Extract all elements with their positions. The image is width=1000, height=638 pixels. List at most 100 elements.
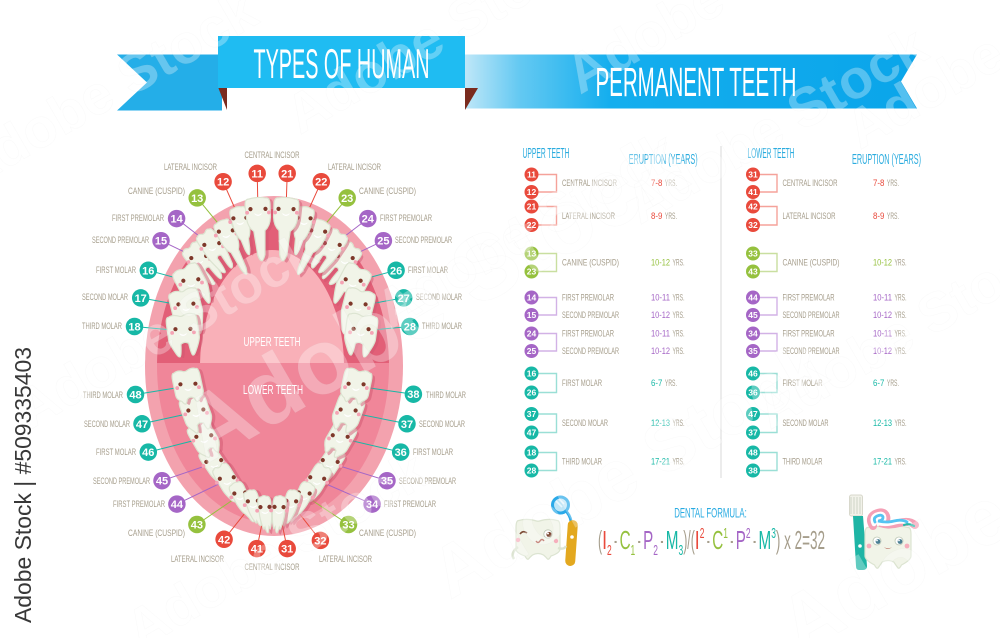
svg-text:28: 28: [527, 466, 537, 476]
svg-text:CENTRAL INCISOR: CENTRAL INCISOR: [245, 150, 300, 161]
svg-text:12: 12: [217, 177, 229, 189]
svg-text:22: 22: [527, 220, 537, 230]
svg-text:LATERAL INCISOR: LATERAL INCISOR: [562, 211, 615, 221]
svg-text:FIRST MOLAR: FIRST MOLAR: [783, 378, 823, 388]
svg-text:14: 14: [527, 293, 537, 303]
svg-text:47: 47: [527, 428, 537, 438]
svg-text:42: 42: [748, 202, 758, 212]
svg-text:35: 35: [381, 476, 393, 488]
svg-text:SECOND PREMOLAR: SECOND PREMOLAR: [562, 346, 619, 356]
svg-text:10-12: 10-12: [651, 258, 670, 268]
svg-text:3: 3: [679, 542, 684, 559]
svg-text:P: P: [643, 525, 653, 555]
svg-text:36: 36: [395, 447, 407, 459]
svg-text:I: I: [602, 525, 607, 555]
svg-text:FIRST MOLAR: FIRST MOLAR: [408, 265, 448, 276]
svg-text:SECOND MOLAR: SECOND MOLAR: [416, 292, 462, 303]
svg-text:31: 31: [281, 544, 293, 556]
svg-text:SECOND PREMOLAR: SECOND PREMOLAR: [783, 346, 840, 356]
svg-text:1: 1: [631, 542, 636, 559]
svg-text:12: 12: [527, 187, 537, 197]
svg-text:10-12: 10-12: [873, 346, 892, 356]
svg-text:16: 16: [527, 369, 537, 379]
svg-text:32: 32: [748, 220, 758, 230]
svg-text:YRS.: YRS.: [895, 310, 907, 320]
svg-text:15: 15: [155, 236, 167, 248]
svg-text:10-11: 10-11: [651, 293, 670, 303]
svg-text:2: 2: [653, 542, 658, 559]
svg-text:16: 16: [142, 265, 154, 277]
svg-text:YRS.: YRS.: [895, 329, 907, 339]
svg-text:13: 13: [191, 193, 203, 205]
svg-text:CENTRAL INCISOR: CENTRAL INCISOR: [245, 562, 300, 573]
svg-text:THIRD MOLAR: THIRD MOLAR: [426, 390, 466, 401]
svg-text:37: 37: [401, 419, 413, 431]
svg-text:LATERAL INCISOR: LATERAL INCISOR: [164, 162, 217, 173]
svg-text:YRS.: YRS.: [895, 346, 907, 356]
svg-text:7-8: 7-8: [873, 178, 884, 188]
svg-text:32: 32: [314, 535, 326, 547]
svg-text:17: 17: [135, 293, 147, 305]
svg-text:48: 48: [748, 448, 758, 458]
svg-text:YRS.: YRS.: [673, 310, 685, 320]
svg-text:43: 43: [191, 520, 203, 532]
svg-text:1: 1: [723, 525, 728, 542]
svg-text:SECOND PREMOLAR: SECOND PREMOLAR: [93, 476, 150, 487]
svg-text:46: 46: [748, 369, 758, 379]
svg-text:FIRST MOLAR: FIRST MOLAR: [96, 265, 136, 276]
svg-text:CANINE (CUSPID): CANINE (CUSPID): [359, 528, 416, 539]
svg-text:CANINE (CUSPID): CANINE (CUSPID): [359, 186, 416, 197]
svg-text:-: -: [658, 525, 666, 555]
svg-text:-: -: [612, 525, 620, 555]
svg-text:YRS.: YRS.: [895, 457, 907, 467]
svg-text:FIRST PREMOLAR: FIRST PREMOLAR: [384, 499, 436, 510]
svg-text:23: 23: [527, 267, 537, 277]
svg-text:10-11: 10-11: [651, 329, 670, 339]
svg-text:SECOND PREMOLAR: SECOND PREMOLAR: [562, 310, 619, 320]
svg-text:8-9: 8-9: [651, 211, 662, 221]
svg-text:Adobe Stock: Adobe Stock: [0, 0, 267, 200]
svg-text:6-7: 6-7: [873, 378, 884, 388]
svg-text:UPPER TEETH: UPPER TEETH: [244, 334, 301, 349]
svg-text:FIRST PREMOLAR: FIRST PREMOLAR: [562, 293, 614, 303]
svg-text:YRS.: YRS.: [887, 211, 899, 221]
svg-text:12-13: 12-13: [873, 418, 892, 428]
svg-text:FIRST MOLAR: FIRST MOLAR: [413, 447, 453, 458]
svg-text:UPPER TEETH: UPPER TEETH: [523, 145, 570, 162]
svg-text:10-11: 10-11: [873, 293, 892, 303]
svg-text:FIRST PREMOLAR: FIRST PREMOLAR: [380, 213, 432, 224]
svg-text:FIRST PREMOLAR: FIRST PREMOLAR: [783, 329, 835, 339]
svg-text:CENTRAL INCISOR: CENTRAL INCISOR: [562, 178, 617, 188]
svg-text:13: 13: [527, 249, 537, 259]
svg-text:15: 15: [527, 310, 537, 320]
svg-text:SECOND MOLAR: SECOND MOLAR: [82, 292, 128, 303]
svg-text:CENTRAL INCISOR: CENTRAL INCISOR: [783, 178, 838, 188]
svg-text:21: 21: [281, 168, 293, 180]
svg-text:YRS.: YRS.: [665, 211, 677, 221]
svg-text:M: M: [666, 525, 679, 555]
svg-text:10-12: 10-12: [651, 346, 670, 356]
svg-text:24: 24: [527, 329, 537, 339]
svg-text:CANINE (CUSPID): CANINE (CUSPID): [562, 258, 619, 268]
svg-text:YRS.: YRS.: [673, 293, 685, 303]
svg-text:26: 26: [390, 265, 402, 277]
svg-text:SECOND PREMOLAR: SECOND PREMOLAR: [399, 476, 456, 487]
svg-text:THIRD MOLAR: THIRD MOLAR: [783, 457, 823, 467]
svg-text:22: 22: [315, 177, 327, 189]
svg-text:42: 42: [218, 534, 230, 546]
svg-text:34: 34: [366, 499, 379, 511]
svg-text:24: 24: [362, 214, 375, 226]
svg-text:43: 43: [748, 267, 758, 277]
svg-text:33: 33: [748, 249, 758, 259]
svg-text:2: 2: [700, 525, 705, 542]
svg-text:21: 21: [527, 202, 537, 212]
svg-text:FIRST PREMOLAR: FIRST PREMOLAR: [112, 213, 164, 224]
svg-text:THIRD MOLAR: THIRD MOLAR: [82, 321, 122, 332]
svg-text:CANINE (CUSPID): CANINE (CUSPID): [128, 528, 185, 539]
svg-text:10-11: 10-11: [873, 329, 892, 339]
svg-text:(: (: [598, 525, 602, 555]
svg-text:10-12: 10-12: [873, 310, 892, 320]
svg-text:45: 45: [156, 476, 168, 488]
svg-text:THIRD MOLAR: THIRD MOLAR: [83, 390, 123, 401]
svg-text:DENTAL FORMULA:: DENTAL FORMULA:: [674, 505, 747, 521]
